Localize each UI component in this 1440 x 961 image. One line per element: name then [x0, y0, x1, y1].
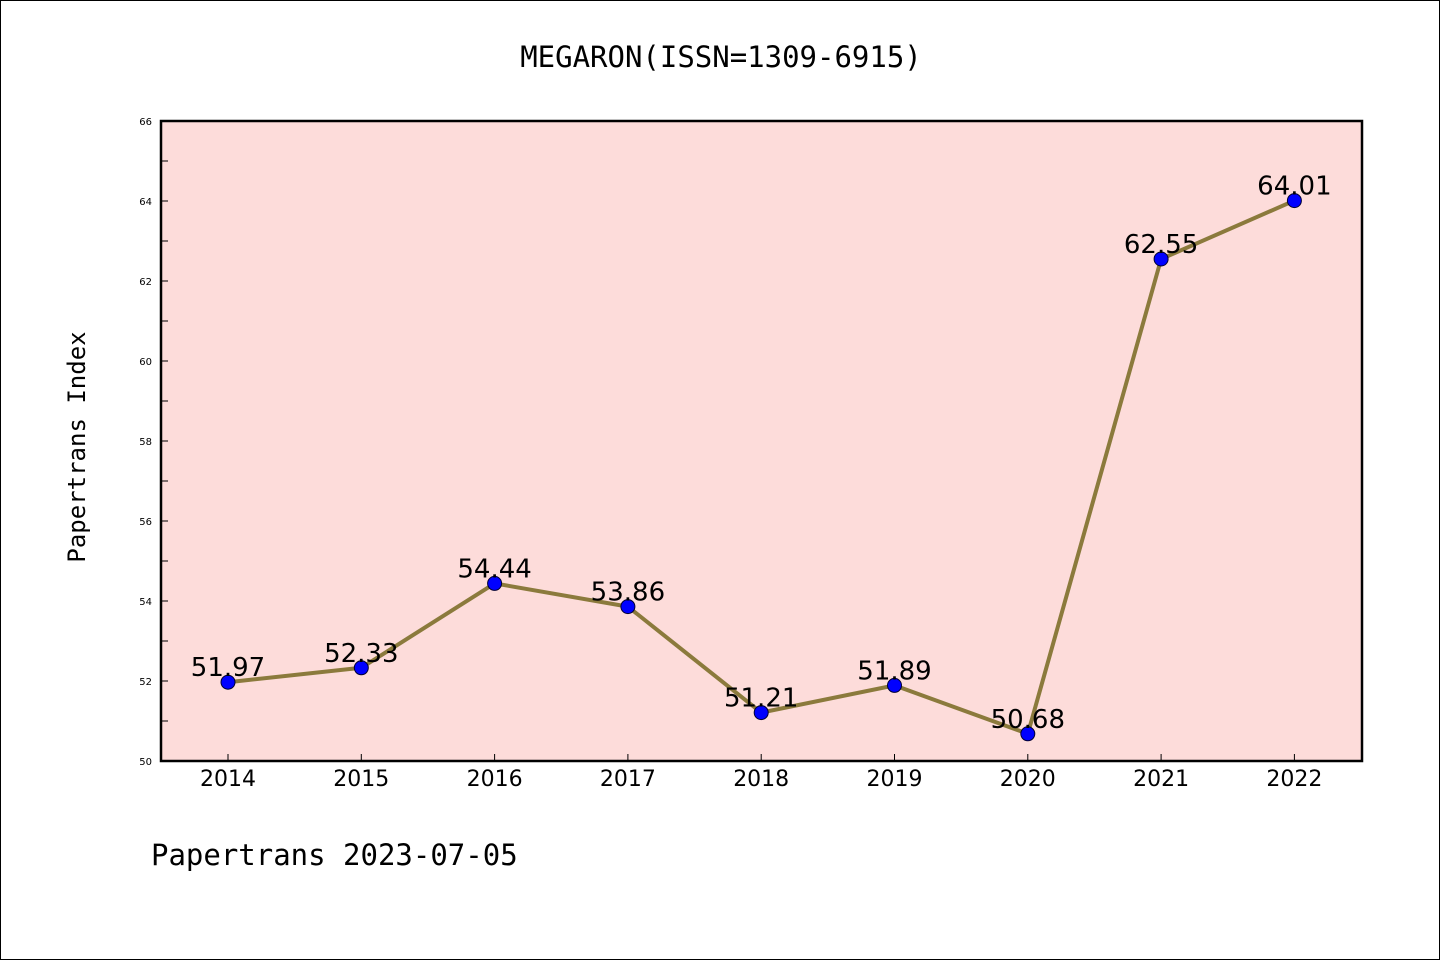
data-point-marker — [887, 677, 902, 693]
data-point-label: 53.86 — [591, 578, 665, 608]
data-point-label: 62.55 — [1124, 230, 1198, 260]
x-tick-label: 2018 — [733, 767, 789, 792]
data-point-marker — [353, 660, 369, 676]
y-tick-label: 64 — [139, 197, 152, 208]
data-point-marker — [1153, 251, 1169, 267]
y-tick-label: 58 — [139, 437, 152, 448]
data-point-label: 51.97 — [191, 653, 265, 683]
footer-date-label: Papertrans 2023-07-05 — [151, 838, 518, 872]
x-tick-label: 2019 — [867, 767, 923, 792]
chart-title: MEGARON(ISSN=1309-6915) — [520, 40, 922, 74]
data-point-label: 50.68 — [991, 705, 1065, 735]
data-point-label: 51.89 — [857, 656, 931, 686]
y-tick-label: 52 — [139, 677, 152, 688]
data-point-marker — [753, 705, 769, 721]
y-axis-label: Papertrans Index — [63, 331, 91, 562]
y-tick-label: 62 — [139, 277, 152, 288]
y-tick-label: 50 — [139, 757, 152, 768]
x-axis-ticks: 2014 2015 2016 2017 2018 2019 2020 2021 2022 — [200, 754, 1322, 792]
data-point-label: 64.01 — [1257, 172, 1331, 202]
y-tick-label: 54 — [139, 597, 152, 608]
data-point-marker — [620, 599, 636, 615]
data-point-label: 54.44 — [457, 554, 531, 584]
data-point-marker — [1286, 193, 1302, 209]
x-tick-label: 2017 — [600, 767, 656, 792]
x-tick-label: 2020 — [1000, 767, 1056, 792]
data-point-marker — [220, 674, 236, 690]
x-tick-label: 2014 — [200, 767, 256, 792]
x-tick-label: 2016 — [467, 767, 523, 792]
data-point-label: 51.21 — [724, 684, 798, 714]
x-tick-label: 2021 — [1133, 767, 1189, 792]
data-point-label: 52.33 — [324, 639, 398, 669]
plot-border — [159, 119, 1364, 763]
y-tick-label: 56 — [139, 517, 152, 528]
data-point-marker — [1020, 726, 1036, 742]
y-tick-label: 66 — [139, 117, 152, 128]
series-line-group: 51.97 52.33 54.44 53.86 51.21 51.89 50.68 62.55… — [191, 172, 1332, 742]
data-point-marker — [487, 575, 503, 591]
plot-area — [161, 121, 1362, 761]
y-tick-label: 60 — [139, 357, 152, 368]
x-tick-label: 2022 — [1266, 767, 1322, 792]
x-tick-label: 2015 — [333, 767, 389, 792]
